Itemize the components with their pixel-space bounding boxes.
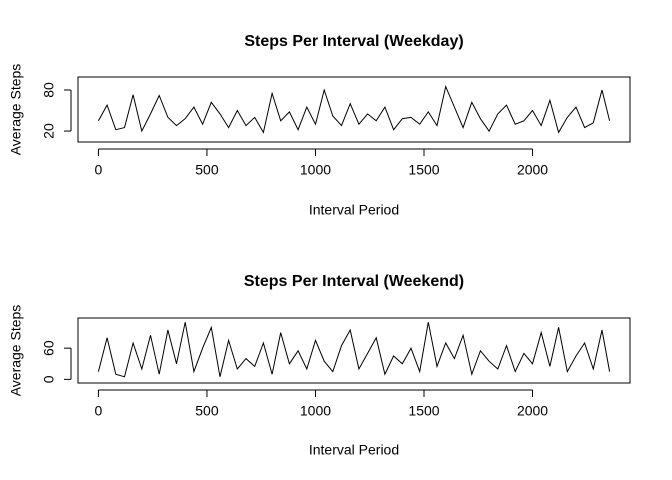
y-tick-label: 60 [41,340,57,356]
chart-title: Steps Per Interval (Weekend) [244,273,464,290]
x-tick-label: 2000 [517,162,548,178]
x-tick-label: 2000 [517,403,548,419]
data-line [97,322,611,378]
x-tick-label: 0 [95,162,103,178]
x-tick-label: 1000 [300,162,331,178]
x-axis-label: Interval Period [309,202,399,218]
x-tick-label: 500 [195,162,219,178]
x-tick-label: 1000 [300,403,331,419]
x-tick-label: 500 [195,403,219,419]
y-tick-label: 20 [41,123,57,139]
y-axis-label: Average Steps [8,305,24,397]
plot-box [77,76,631,143]
chart-title: Steps Per Interval (Weekday) [244,33,463,50]
plot-box [77,317,631,384]
data-line [97,84,611,134]
y-tick-label: 80 [41,82,57,98]
x-axis-label: Interval Period [309,442,399,458]
y-axis-label: Average Steps [8,64,24,156]
x-tick-label: 1500 [408,162,439,178]
x-tick-label: 1500 [408,403,439,419]
x-tick-label: 0 [95,403,103,419]
y-tick-label: 0 [41,375,57,383]
